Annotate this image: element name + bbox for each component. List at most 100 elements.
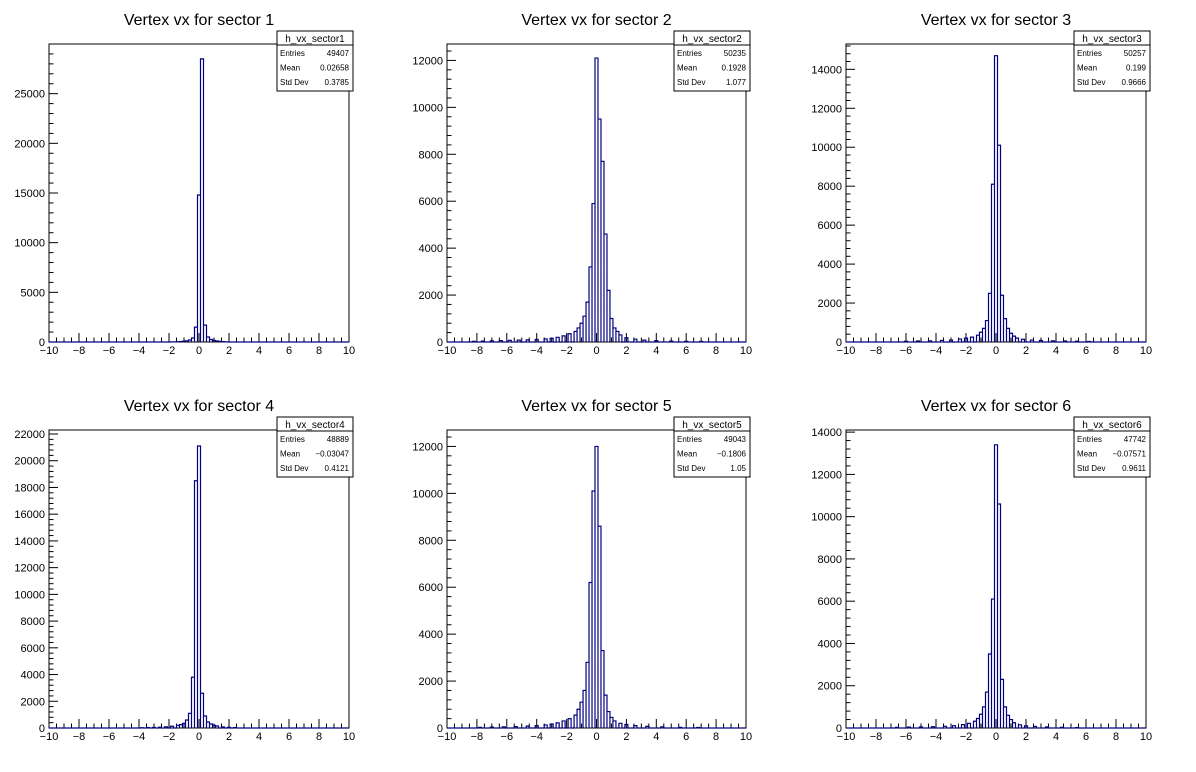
x-tick-label: −8: [870, 731, 883, 743]
y-tick-label: 10000: [14, 238, 45, 250]
stats-value: 49043: [724, 435, 747, 444]
x-tick-label: −6: [103, 731, 116, 743]
x-tick-label: 10: [343, 731, 355, 743]
stats-box: h_vx_sector1 Entries 49407 Mean 0.02658 Std D…: [276, 30, 354, 92]
y-tick-label: 0: [39, 723, 45, 735]
x-tick-label: −10: [438, 731, 457, 743]
y-tick-label: 20000: [14, 456, 45, 468]
histogram-panel-5: Vertex vx for sector 5 −10 −8 −6 −4 −2 0 2 4 6 8 10…: [412, 398, 752, 743]
x-tick-label: −2: [960, 345, 973, 357]
x-tick-label: −2: [560, 731, 573, 743]
stats-box-name: h_vx_sector1: [285, 34, 345, 45]
stats-label: Std Dev: [280, 464, 308, 473]
x-tick-label: 2: [226, 345, 232, 357]
x-tick-label: 4: [1053, 731, 1059, 743]
stats-label: Std Dev: [1077, 464, 1105, 473]
y-tick-label: 5000: [21, 287, 45, 299]
stats-value: 0.9666: [1122, 78, 1147, 87]
stats-box-frame: [673, 30, 751, 92]
x-tick-label: 0: [196, 345, 202, 357]
y-tick-label: 4000: [818, 638, 842, 650]
y-tick-label: 2000: [419, 290, 443, 302]
y-tick-label: 6000: [818, 220, 842, 232]
x-tick-label: −6: [103, 345, 116, 357]
histogram-panel-2: Vertex vx for sector 2 −10 −8 −6 −4 −2 0 2 4 6 8 10…: [412, 12, 752, 357]
x-tick-label: −8: [471, 731, 484, 743]
stats-value: −0.07571: [1112, 450, 1146, 459]
x-tick-label: 6: [1083, 731, 1089, 743]
stats-box-frame: [276, 416, 354, 478]
stats-value: −0.03047: [315, 450, 349, 459]
y-tick-label: 14000: [811, 64, 842, 76]
y-tick-label: 6000: [818, 596, 842, 608]
stats-value: 0.9611: [1122, 464, 1146, 473]
x-tick-label: −4: [930, 345, 943, 357]
stats-box: h_vx_sector5 Entries 49043 Mean −0.1806 Std D…: [673, 416, 751, 478]
y-tick-label: 18000: [14, 482, 45, 494]
stats-box-frame: [1073, 416, 1151, 478]
histogram-panel-3: Vertex vx for sector 3 −10 −8 −6 −4 −2 0 2 4 6 8 10…: [811, 12, 1152, 357]
histogram-line: [447, 57, 746, 343]
x-tick-label: 10: [740, 345, 752, 357]
x-tick-label: 10: [1140, 345, 1152, 357]
stats-box: h_vx_sector4 Entries 48889 Mean −0.03047 Std …: [276, 416, 354, 478]
stats-label: Mean: [280, 450, 300, 459]
x-tick-label: 8: [713, 731, 719, 743]
stats-label: Entries: [280, 435, 305, 444]
stats-value: 50235: [724, 49, 747, 58]
stats-label: Entries: [280, 49, 305, 58]
x-tick-label: 6: [286, 731, 292, 743]
y-tick-label: 10000: [811, 142, 842, 154]
x-tick-label: −2: [163, 731, 176, 743]
histogram-line: [447, 445, 746, 729]
y-tick-label: 8000: [21, 616, 45, 628]
stats-value: 0.02658: [320, 64, 349, 73]
stats-label: Std Dev: [677, 78, 705, 87]
histogram-line: [846, 55, 1146, 343]
y-tick-label: 25000: [14, 89, 45, 101]
stats-label: Mean: [1077, 450, 1097, 459]
x-tick-label: −6: [900, 731, 913, 743]
stats-box-name: h_vx_sector2: [682, 34, 742, 45]
x-tick-label: 6: [683, 345, 689, 357]
stats-label: Mean: [1077, 64, 1097, 73]
y-tick-label: 2000: [21, 696, 45, 708]
stats-box-frame: [673, 416, 751, 478]
stats-box: h_vx_sector2 Entries 50235 Mean 0.1928 Std De…: [673, 30, 751, 92]
x-tick-label: −6: [501, 731, 514, 743]
y-tick-label: 16000: [14, 509, 45, 521]
stats-value: 0.199: [1126, 64, 1147, 73]
x-tick-label: 8: [1113, 731, 1119, 743]
x-tick-label: −8: [471, 345, 484, 357]
x-tick-label: −4: [133, 731, 146, 743]
x-tick-label: −10: [438, 345, 457, 357]
y-tick-label: 0: [836, 723, 842, 735]
x-tick-label: 2: [226, 731, 232, 743]
stats-value: 0.4121: [325, 464, 350, 473]
stats-box-frame: [276, 30, 354, 92]
stats-box-name: h_vx_sector5: [682, 420, 742, 431]
y-tick-label: 10000: [811, 512, 842, 524]
x-tick-label: 4: [653, 731, 659, 743]
histogram-panel-1: Vertex vx for sector 1 −10 −8 −6 −4 −2 0 2 4 6 8 10…: [14, 12, 355, 357]
stats-label: Std Dev: [1077, 78, 1105, 87]
stats-box-frame: [1073, 30, 1151, 92]
x-tick-label: −10: [837, 731, 856, 743]
stats-value: 1.077: [726, 78, 747, 87]
x-tick-label: 10: [740, 731, 752, 743]
x-tick-label: 10: [343, 345, 355, 357]
y-tick-label: 6000: [419, 196, 443, 208]
x-tick-label: −2: [560, 345, 573, 357]
chart-title: Vertex vx for sector 5: [521, 398, 671, 415]
stats-label: Mean: [677, 64, 697, 73]
y-tick-label: 10000: [412, 102, 443, 114]
y-tick-label: 4000: [419, 243, 443, 255]
histogram-panel-6: Vertex vx for sector 6 −10 −8 −6 −4 −2 0 2 4 6 8 10…: [811, 398, 1152, 743]
x-tick-label: −10: [40, 731, 59, 743]
y-tick-label: 0: [39, 337, 45, 349]
x-tick-label: 2: [623, 345, 629, 357]
stats-label: Entries: [677, 435, 702, 444]
y-tick-label: 6000: [21, 643, 45, 655]
x-tick-label: −8: [73, 731, 86, 743]
